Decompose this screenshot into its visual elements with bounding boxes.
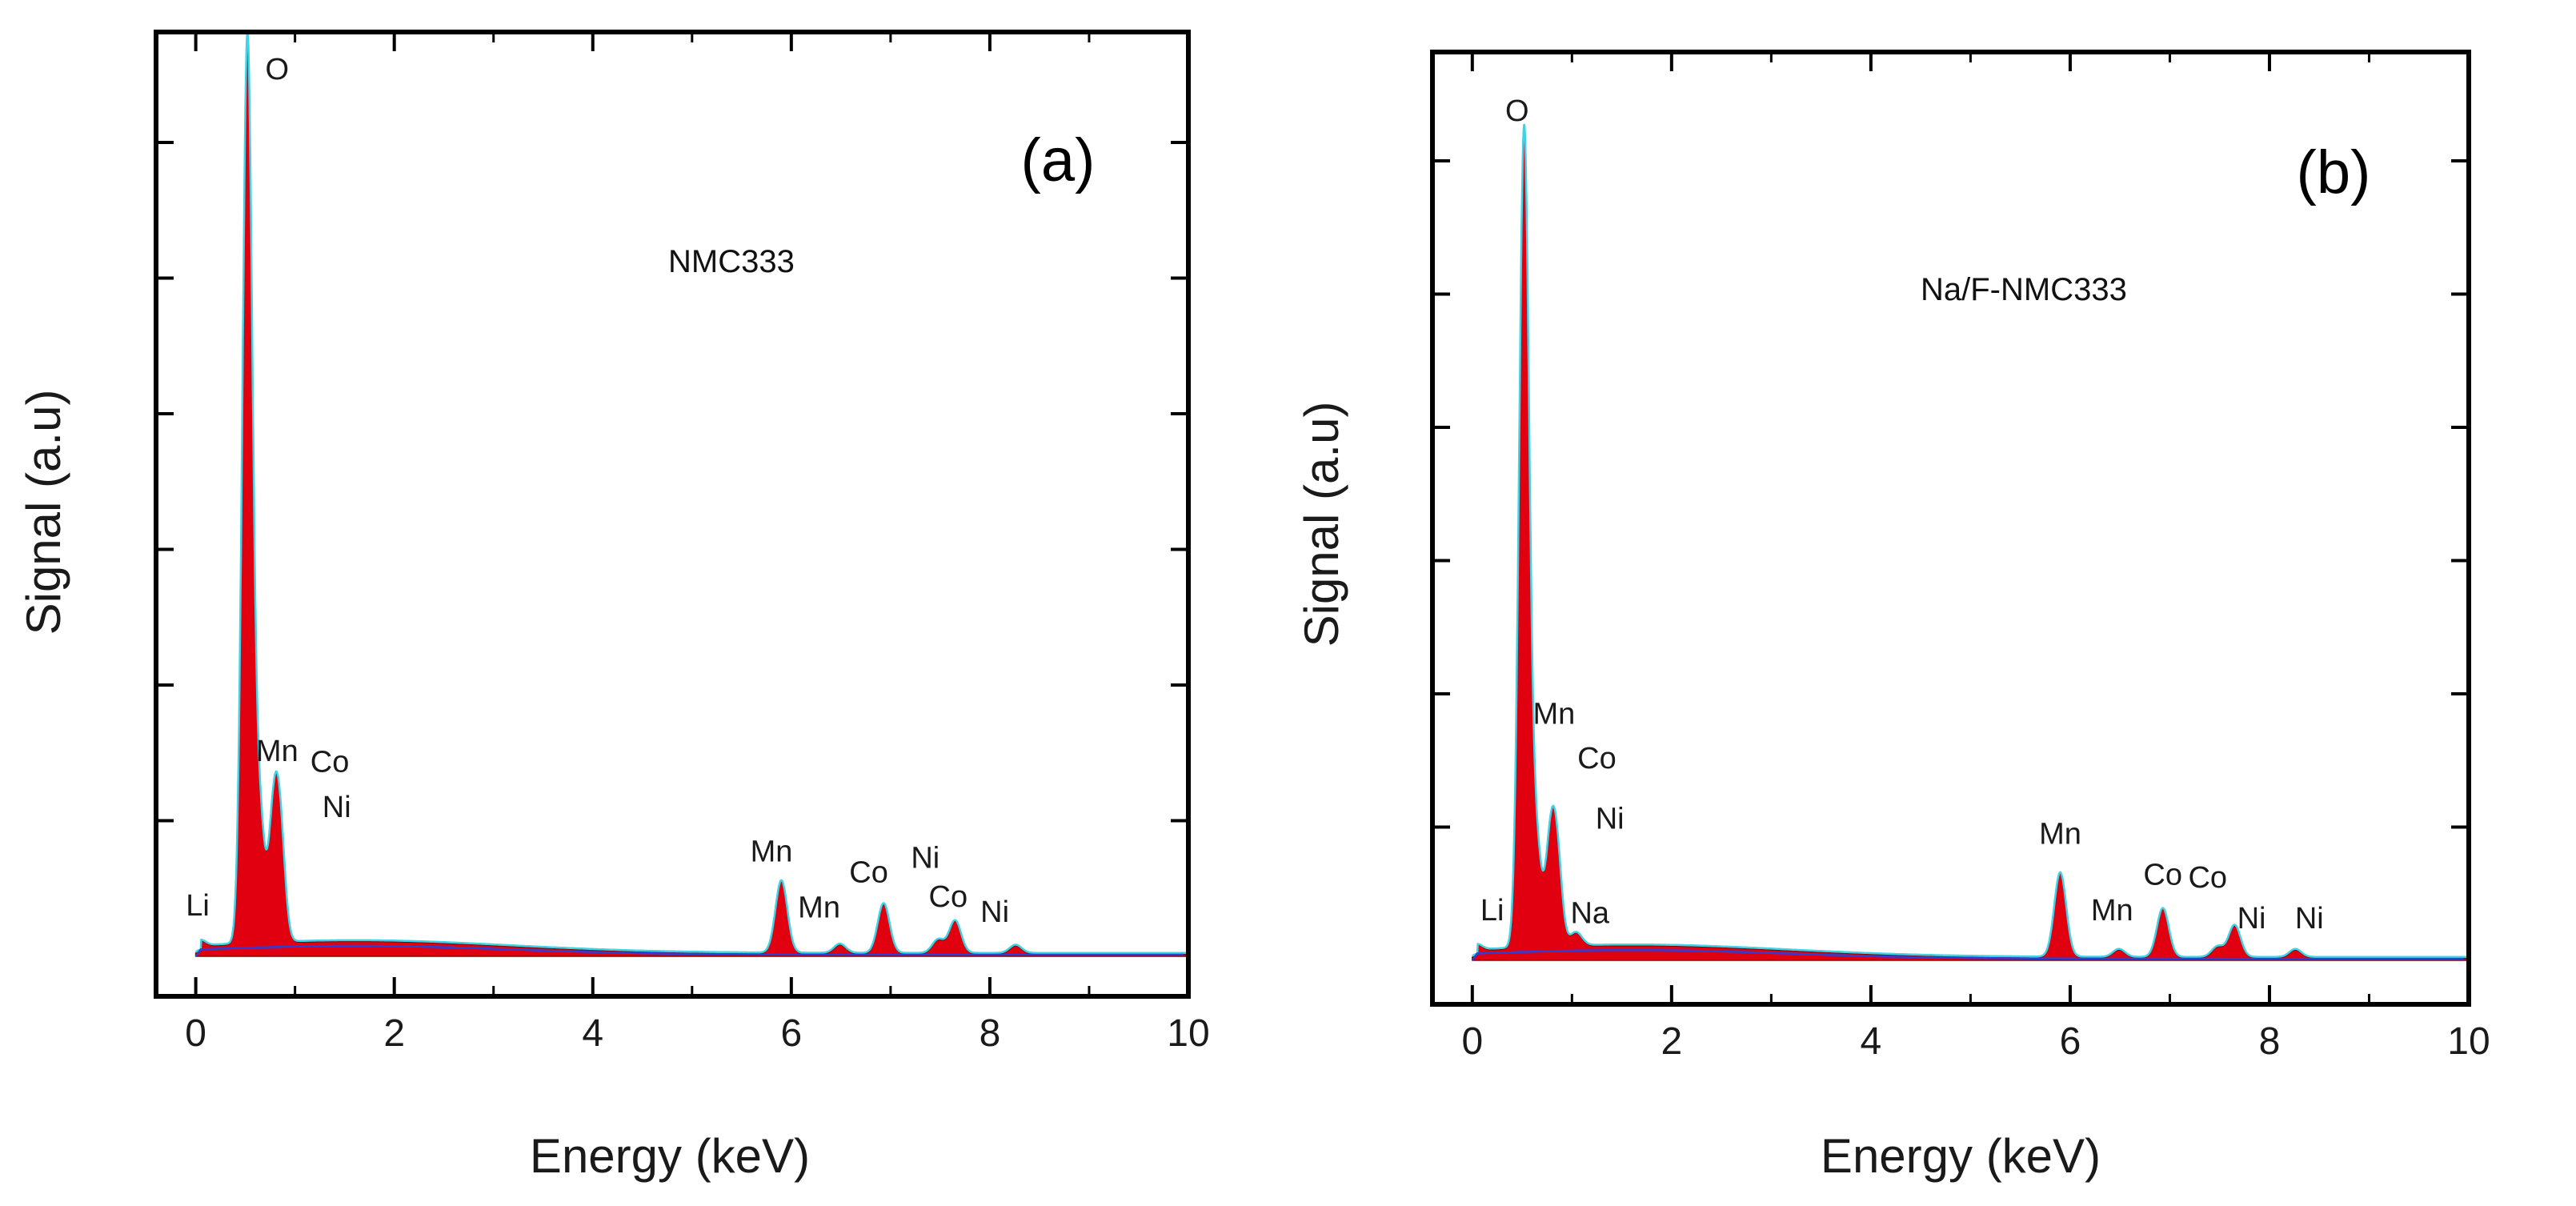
peak-label-li: Li <box>186 889 210 923</box>
x-tick-label: 0 <box>185 1012 206 1055</box>
peak-label-ni: Ni <box>1596 803 1625 836</box>
background-line <box>1471 948 2464 961</box>
peak-label-mn: Mn <box>256 735 298 768</box>
x-tick-label: 8 <box>2259 1020 2281 1063</box>
peak-label-li: Li <box>1480 894 1504 928</box>
x-tick-label: 0 <box>1461 1020 1483 1063</box>
eds-chart-b: 0 2 4 6 8 10 Li O Mn Co Ni Na Mn Mn Co Co Ni Ni Energy (k… <box>1288 0 2576 1206</box>
x-tick-label: 2 <box>383 1012 405 1055</box>
peak-label-mn: Mn <box>2091 894 2133 928</box>
peak-label-co: Co <box>2143 859 2182 892</box>
plot-frame <box>1430 50 2471 1007</box>
peak-label-co: Co <box>929 880 968 914</box>
sample-label: Na/F-NMC333 <box>1921 272 2127 307</box>
x-tick-label: 2 <box>1661 1020 1682 1063</box>
peak-label-co: Co <box>849 855 888 889</box>
x-axis-title: Energy (keV) <box>1821 1129 2101 1183</box>
peak-label-co: Co <box>310 745 350 779</box>
x-tick-label: 6 <box>780 1012 802 1055</box>
peak-label-na: Na <box>1570 896 1609 930</box>
panel-label: (a) <box>1021 126 1096 194</box>
peak-label-ni: Ni <box>2237 902 2266 936</box>
y-axis-title: Signal (a.u) <box>1295 402 1348 647</box>
x-tick-label: 10 <box>1167 1012 1209 1055</box>
peak-label-mn: Mn <box>2039 818 2081 851</box>
background-line <box>194 944 1184 957</box>
x-tick-label: 6 <box>2060 1020 2081 1063</box>
x-tick-label: 8 <box>980 1012 1001 1055</box>
peak-label-mn: Mn <box>1533 698 1576 731</box>
peak-label-ni: Ni <box>980 895 1009 929</box>
spectrum-line <box>194 31 1188 954</box>
spectrum-line <box>1472 123 2469 958</box>
peak-label-mn: Mn <box>798 891 840 924</box>
peak-label-co: Co <box>2188 861 2227 895</box>
plot-frame <box>154 30 1191 999</box>
x-tick-label: 4 <box>582 1012 603 1055</box>
peak-label-ni: Ni <box>2295 902 2324 936</box>
peak-label-ni: Ni <box>911 841 939 875</box>
panel-label: (b) <box>2297 138 2371 206</box>
peak-label-mn: Mn <box>751 835 793 868</box>
peak-label-ni: Ni <box>323 791 351 824</box>
x-axis-title: Energy (keV) <box>530 1129 810 1183</box>
peak-label-co: Co <box>1577 742 1617 775</box>
eds-chart-a: 0 2 4 6 8 10 Li O Mn Co Ni Mn Mn Co Ni Co Ni Energy (keV… <box>17 30 1210 1183</box>
peak-label-o: O <box>266 53 290 86</box>
sample-label: NMC333 <box>668 244 795 279</box>
x-tick-label: 10 <box>2447 1020 2490 1063</box>
y-axis-title: Signal (a.u) <box>17 390 70 635</box>
x-tick-label: 4 <box>1861 1020 1882 1063</box>
peak-label-o: O <box>1505 94 1529 128</box>
